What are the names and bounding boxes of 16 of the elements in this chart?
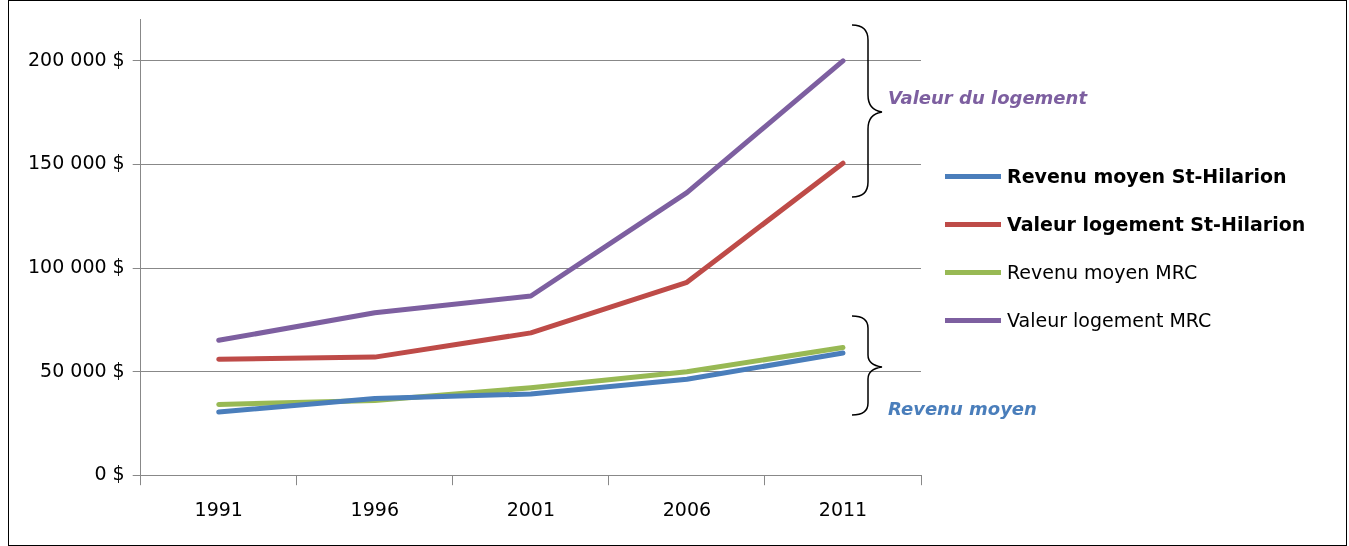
y-tick-label: 50 000 $ (40, 358, 125, 381)
x-tick-label: 2001 (506, 497, 556, 520)
x-tick-label: 1991 (194, 497, 243, 520)
annotation: Valeur du logement (888, 87, 1087, 108)
y-tick-label: 0 $ (94, 462, 125, 485)
x-tick-label: 2011 (818, 497, 868, 520)
annotation: Revenu moyen (888, 398, 1037, 419)
y-tick-label: 200 000 $ (27, 47, 125, 70)
legend-label: Revenu moyen MRC (1007, 261, 1198, 283)
legend-label: Valeur logement MRC (1007, 309, 1212, 331)
legend-label: Revenu moyen St-Hilarion (1007, 165, 1287, 187)
x-tick-label: 2006 (662, 497, 712, 520)
x-tick-label: 1996 (350, 497, 399, 520)
y-tick-label: 150 000 $ (27, 151, 125, 174)
legend-label: Valeur logement St-Hilarion (1007, 213, 1306, 235)
y-tick-label: 100 000 $ (27, 254, 125, 277)
